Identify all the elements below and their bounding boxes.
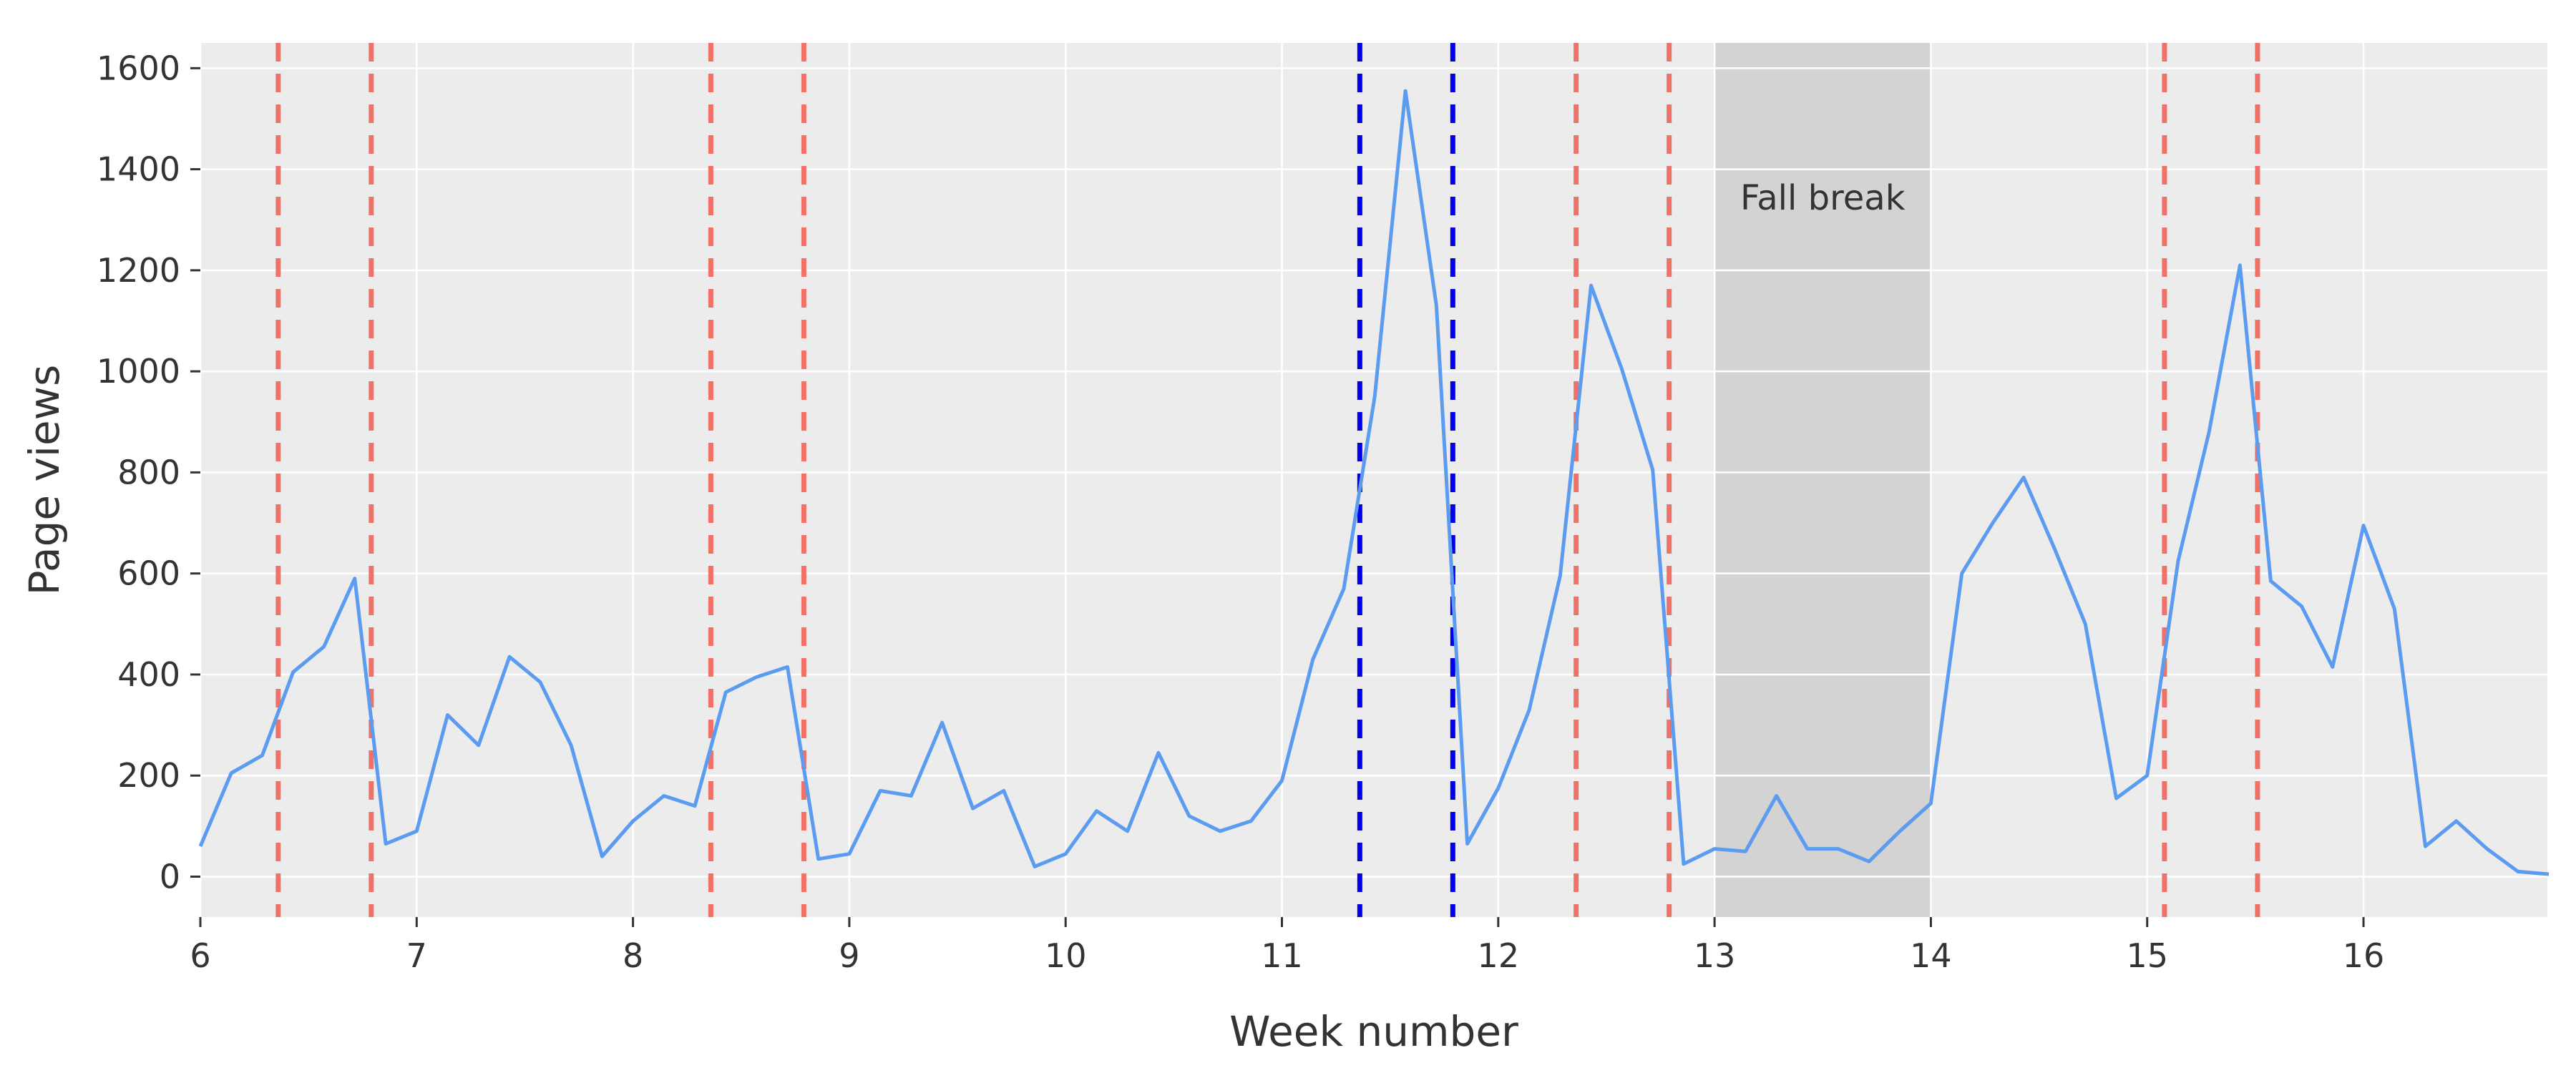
fall-break-label: Fall break (1740, 178, 1906, 218)
y-axis-title: Page views (20, 365, 69, 596)
y-tick-label: 1200 (97, 251, 180, 290)
shaded-region-layer (1714, 43, 1931, 917)
x-tick-label: 15 (2126, 936, 2168, 975)
y-tick-label: 1400 (97, 150, 180, 189)
series-line (198, 89, 2550, 876)
x-tick-label: 16 (2343, 936, 2385, 975)
x-tick-label: 13 (1694, 936, 1736, 975)
x-tick-label: 10 (1045, 936, 1087, 975)
x-tick-label: 7 (406, 936, 427, 975)
plot-panel (200, 43, 2547, 917)
y-tick-label: 600 (117, 554, 180, 593)
series-layer (198, 89, 2550, 876)
y-tick-label: 0 (160, 857, 180, 896)
y-tick-label: 800 (117, 453, 180, 491)
axis-layer: 6 7 8 9 10 11 12 13 14 15 16 0 200 400 600 800 1000 1200 1… (97, 49, 2384, 975)
x-axis-title: Week number (1229, 1007, 1518, 1056)
x-tick-label: 8 (623, 936, 643, 975)
x-tick-label: 12 (1478, 936, 1520, 975)
shaded-region (1714, 43, 1931, 917)
x-tick-label: 6 (190, 936, 210, 975)
y-tick-label: 1600 (97, 49, 180, 87)
x-tick-label: 11 (1261, 936, 1303, 975)
y-tick-label: 1000 (97, 352, 180, 391)
x-tick-label: 9 (839, 936, 859, 975)
grid-layer (199, 43, 2547, 917)
x-tick-label: 14 (1910, 936, 1952, 975)
y-tick-label: 200 (117, 756, 180, 795)
y-tick-label: 400 (117, 655, 180, 694)
